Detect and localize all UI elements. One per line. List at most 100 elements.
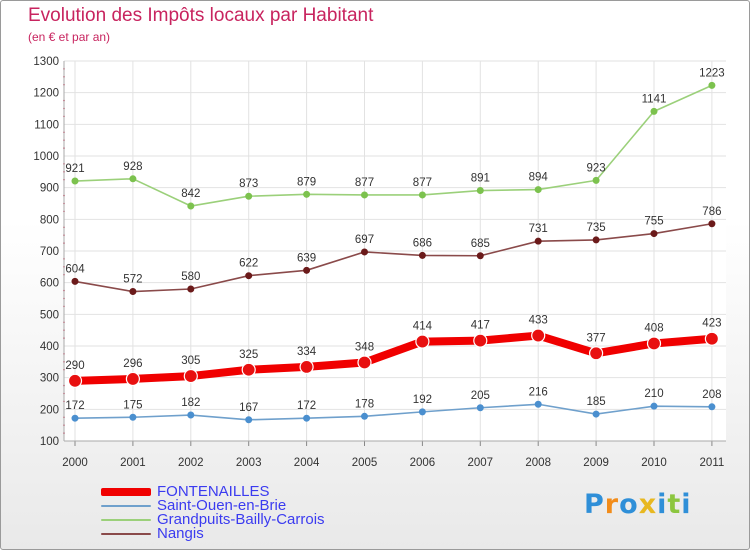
data-point [241, 362, 256, 377]
data-point [360, 412, 368, 420]
data-point [534, 400, 542, 408]
data-point [129, 413, 137, 421]
data-point [531, 328, 546, 343]
data-label: 423 [702, 318, 721, 330]
data-label: 417 [471, 320, 490, 332]
logo-letter: P [584, 489, 605, 520]
series-nangis: 604 572 580 622 639 697 686 685 731 735 755 786 [65, 206, 721, 296]
logo-letter: t [667, 489, 682, 520]
data-point [129, 288, 137, 296]
logo-letter: r [604, 489, 620, 520]
data-point [592, 176, 600, 184]
data-label: 175 [123, 399, 142, 411]
data-point [129, 175, 137, 183]
x-tick-label: 2001 [120, 457, 146, 469]
data-label: 325 [239, 349, 258, 361]
data-label: 842 [181, 188, 200, 200]
data-point [187, 285, 195, 293]
data-label: 731 [529, 223, 548, 235]
data-point [476, 187, 484, 195]
data-label: 192 [413, 394, 432, 406]
data-label: 894 [529, 172, 549, 184]
data-point [418, 191, 426, 199]
series-line [74, 403, 713, 421]
data-point [704, 331, 720, 346]
legend-swatch [101, 488, 151, 496]
data-label: 296 [123, 358, 142, 370]
series-grandpuits-bailly-carrois: 921 928 842 873 879 877 877 891 894 923 1141 1223 [65, 67, 725, 210]
y-tick-label: 1300 [33, 56, 59, 68]
y-tick-label: 1100 [34, 119, 59, 131]
data-point [415, 334, 430, 349]
y-tick-label: 900 [40, 183, 59, 195]
data-label: 580 [181, 271, 200, 283]
data-point [245, 416, 253, 424]
data-point [71, 414, 79, 422]
x-tick-label: 2011 [700, 457, 725, 469]
data-label: 1223 [699, 67, 725, 79]
data-label: 167 [239, 402, 258, 414]
data-label: 923 [587, 162, 606, 174]
data-point [187, 411, 195, 419]
logo-letter: i [681, 489, 692, 520]
y-tick-label: 500 [40, 309, 59, 321]
logo-letter: o [619, 489, 639, 520]
series-line [71, 331, 716, 385]
y-tick-label: 200 [40, 404, 59, 416]
legend-label: FONTENAILLES [157, 483, 270, 500]
data-label: 305 [181, 355, 200, 367]
y-tick-label: 100 [40, 436, 59, 448]
data-point [67, 373, 83, 388]
legend-label: Nangis [157, 525, 204, 542]
data-label: 572 [123, 274, 142, 286]
proxiti-logo: Proxiti [584, 489, 692, 520]
x-tick-label: 2004 [294, 457, 320, 469]
data-point [418, 408, 426, 416]
data-point [650, 230, 658, 238]
data-label: 182 [181, 397, 200, 409]
data-point [183, 368, 198, 384]
data-point [125, 371, 140, 387]
data-label: 604 [65, 263, 85, 275]
data-label: 891 [471, 173, 490, 185]
data-point [534, 237, 542, 245]
data-label: 928 [123, 161, 142, 173]
data-label: 639 [297, 252, 316, 264]
y-tick-label: 800 [40, 214, 59, 226]
series-line [74, 222, 713, 293]
data-point [299, 359, 314, 374]
legend-swatch [101, 505, 151, 507]
legend-swatch [101, 519, 151, 521]
x-tick-label: 2006 [410, 457, 436, 469]
data-label: 172 [65, 400, 84, 412]
data-point [588, 346, 604, 361]
logo-letter: x [638, 489, 658, 520]
data-label: 697 [355, 234, 374, 246]
data-label: 755 [644, 216, 663, 228]
legend-label: Grandpuits-Bailly-Carrois [157, 511, 325, 528]
data-label: 877 [413, 177, 432, 189]
series-saint-ouen-en-brie: 172 175 182 167 172 178 192 205 216 185 210 208 [65, 386, 721, 424]
data-label: 210 [644, 388, 663, 400]
data-point [303, 414, 311, 422]
chart-subtitle: (en € et par an) [28, 30, 111, 44]
data-label: 921 [65, 163, 84, 175]
y-tick-label: 1200 [33, 88, 59, 100]
data-point [71, 177, 79, 185]
x-tick-label: 2008 [525, 457, 551, 469]
data-label: 205 [471, 390, 490, 402]
logo-letter: i [657, 489, 668, 520]
data-label: 786 [702, 206, 721, 218]
data-label: 334 [297, 346, 317, 358]
data-point [476, 252, 484, 260]
data-point [476, 404, 484, 412]
series-fontenailles: 290 296 305 325 334 348 414 417 433 377 408 423 [65, 315, 721, 388]
data-point [708, 403, 716, 411]
x-tick-label: 2009 [583, 457, 609, 469]
data-label: 348 [355, 341, 374, 353]
data-point [357, 355, 372, 370]
data-label: 408 [644, 322, 663, 334]
data-label: 208 [702, 389, 721, 401]
data-label: 686 [413, 237, 432, 249]
